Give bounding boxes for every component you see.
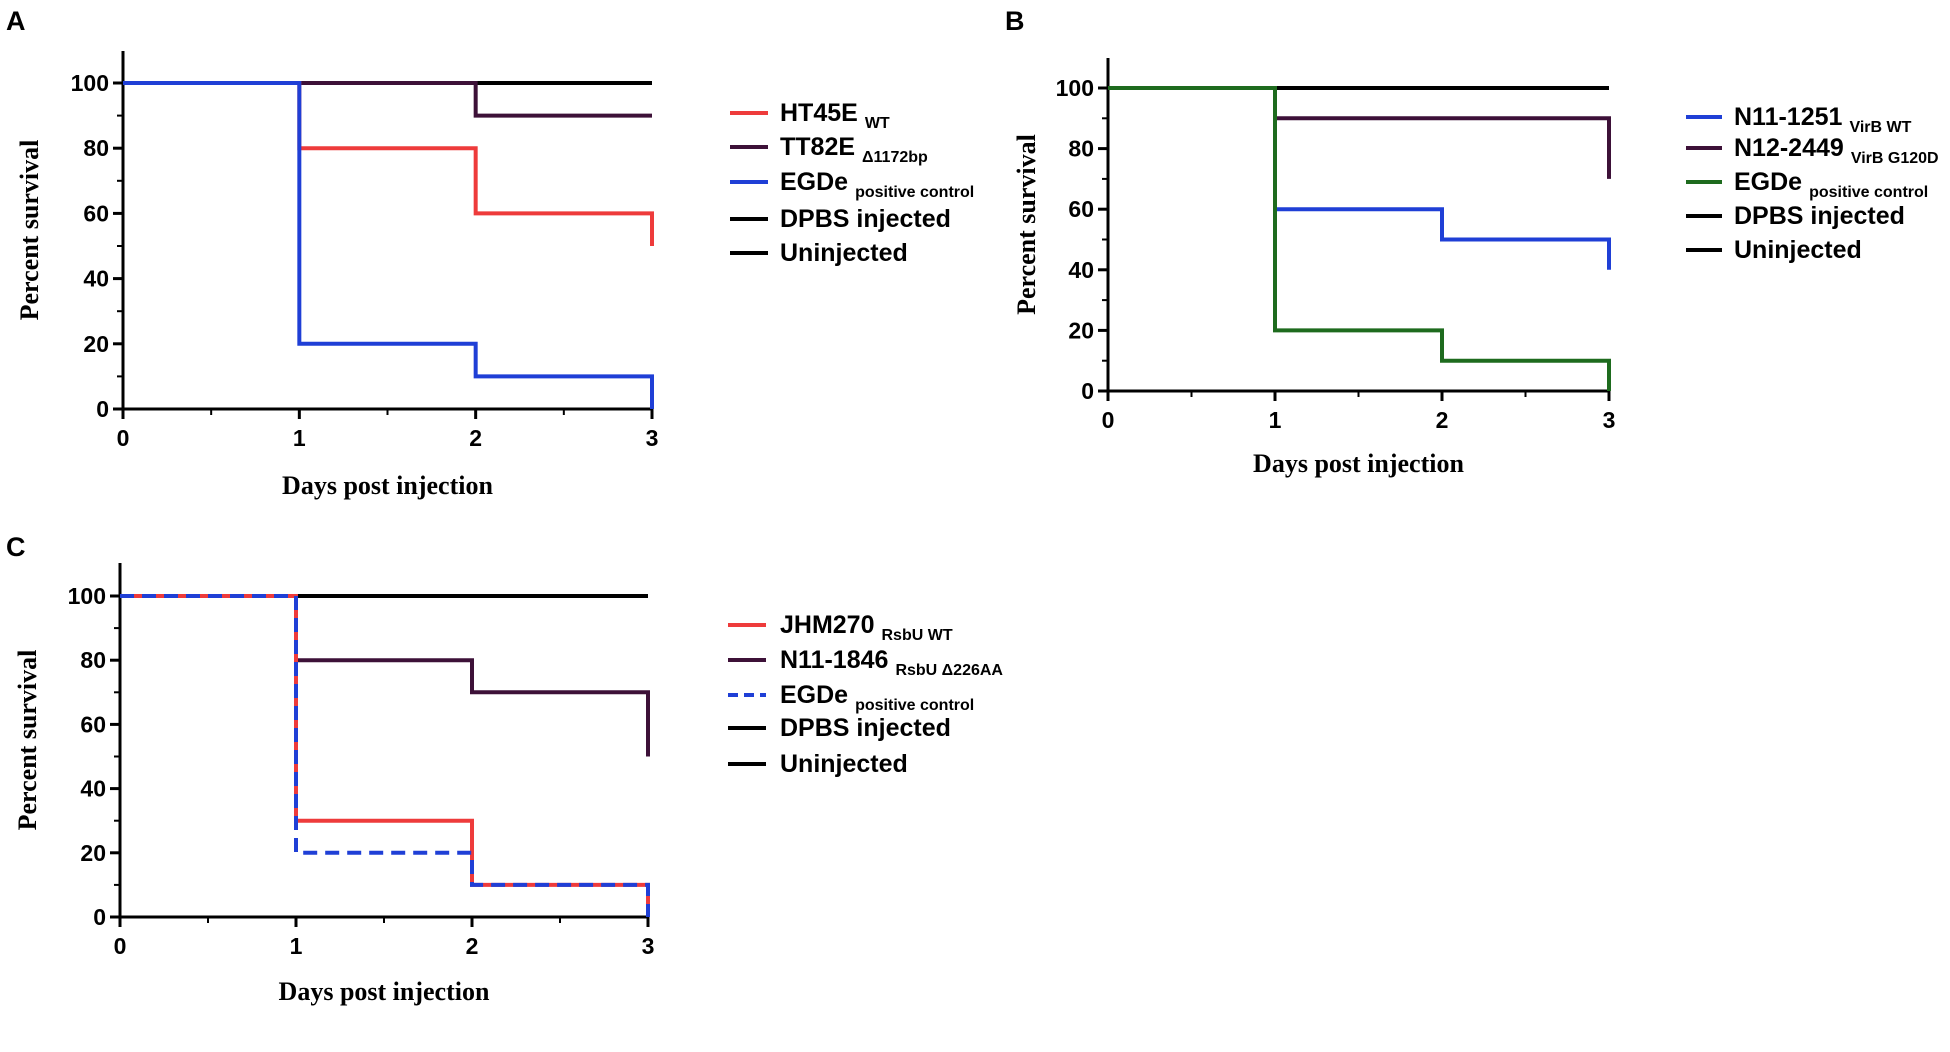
x-tick-label: 0: [1102, 407, 1115, 433]
legend-label-name: TT82E: [780, 133, 855, 161]
x-tick-label: 2: [469, 425, 482, 451]
legend-label-subscript: Δ1172bp: [862, 149, 928, 166]
legend-label-subscript: RsbU WT: [882, 627, 953, 644]
x-axis-title: Days post injection: [1253, 449, 1464, 478]
legend-label: N11-1846 RsbU Δ226AA: [780, 646, 1003, 679]
legend-label: N11-1251 VirB WT: [1734, 103, 1912, 136]
legend: JHM270 RsbU WT N11-1846 RsbU Δ226AA EGDe posi…: [728, 611, 1003, 778]
legend-label: DPBS injected: [780, 205, 951, 233]
legend-label-name: N12-2449: [1734, 134, 1844, 162]
panel-b: B 0 20 40 60 80 100 0 1 2 3 Days post injection Perc…: [1005, 6, 1939, 478]
legend-label-subscript: positive control: [1809, 184, 1928, 201]
y-tick-label: 0: [93, 904, 106, 930]
legend-label-name: DPBS injected: [1734, 202, 1905, 230]
y-tick-label: 20: [83, 331, 109, 357]
y-tick-label: 100: [71, 70, 109, 96]
series-line-tt82e: [123, 81, 652, 118]
y-axis-title: Percent survival: [15, 140, 44, 321]
legend-label-name: EGDe: [1734, 168, 1802, 196]
legend-label-name: Uninjected: [780, 239, 908, 267]
legend-label-name: EGDe: [780, 681, 848, 709]
x-tick-label: 2: [1436, 407, 1449, 433]
legend-label-name: EGDe: [780, 168, 848, 196]
y-tick-label: 60: [83, 200, 109, 226]
panel-letter: A: [6, 6, 26, 36]
x-tick-label: 0: [114, 933, 127, 959]
legend-label-subscript: positive control: [855, 697, 974, 714]
series-line-ht45e: [123, 81, 654, 246]
x-tick-label: 1: [1269, 407, 1282, 433]
y-tick-label: 80: [83, 135, 109, 161]
y-tick-label: 100: [68, 583, 106, 609]
y-tick-label: 0: [96, 396, 109, 422]
series-line-n11-1846: [120, 594, 650, 757]
legend-label: DPBS injected: [780, 714, 951, 742]
series-line-egde: [123, 81, 654, 409]
legend: N11-1251 VirB WT N12-2449 VirB G120D EGDe pos…: [1686, 103, 1939, 264]
legend-label: DPBS injected: [1734, 202, 1905, 230]
legend-label-subscript: VirB G120D: [1851, 150, 1939, 167]
legend-label-subscript: positive control: [855, 184, 974, 201]
y-tick-label: 100: [1056, 75, 1094, 101]
legend-label: EGDe positive control: [780, 168, 974, 201]
series-line-n12-2449: [1108, 86, 1611, 179]
legend-label: HT45E WT: [780, 99, 890, 132]
legend-label-name: Uninjected: [780, 750, 908, 778]
legend-label-name: JHM270: [780, 611, 875, 639]
series-line-egde: [120, 594, 650, 917]
series-line-egde: [1108, 86, 1611, 391]
x-tick-label: 3: [1603, 407, 1616, 433]
legend-label: TT82E Δ1172bp: [780, 133, 928, 166]
legend-label: N12-2449 VirB G120D: [1734, 134, 1939, 167]
legend-label-name: DPBS injected: [780, 205, 951, 233]
legend-label: EGDe positive control: [780, 681, 974, 714]
x-axis-title: Days post injection: [279, 977, 490, 1006]
y-axis-title: Percent survival: [1012, 134, 1041, 315]
legend-label: JHM270 RsbU WT: [780, 611, 953, 644]
y-tick-label: 60: [1068, 196, 1094, 222]
legend-label: EGDe positive control: [1734, 168, 1928, 201]
x-tick-label: 1: [290, 933, 303, 959]
x-tick-label: 3: [642, 933, 655, 959]
y-tick-label: 20: [80, 840, 106, 866]
panel-letter: C: [6, 532, 26, 562]
y-tick-label: 20: [1068, 317, 1094, 343]
y-axis-title: Percent survival: [13, 650, 42, 831]
legend-label-subscript: WT: [865, 115, 890, 132]
legend-label-subscript: VirB WT: [1849, 119, 1911, 136]
y-tick-label: 80: [80, 647, 106, 673]
legend-label: Uninjected: [1734, 236, 1862, 264]
x-tick-label: 0: [117, 425, 130, 451]
legend-label-name: N11-1846: [780, 646, 888, 674]
y-tick-label: 40: [1068, 257, 1094, 283]
panel-c: C 0 20 40 60 80 100 0 1 2 3 Days post injection Perc…: [6, 532, 1003, 1006]
y-tick-label: 80: [1068, 136, 1094, 162]
legend-label: Uninjected: [780, 239, 908, 267]
x-tick-label: 1: [293, 425, 306, 451]
x-tick-label: 2: [466, 933, 479, 959]
legend-label-name: N11-1251: [1734, 103, 1843, 131]
panel-a: A 0 20 40 60 80 100 0 1 2 3 Days post injection Perc…: [6, 6, 974, 500]
legend: HT45E WT TT82E Δ1172bp EGDe positive control D…: [730, 99, 974, 267]
x-axis-title: Days post injection: [282, 471, 493, 500]
series-line-jhm270: [120, 594, 650, 917]
y-tick-label: 0: [1081, 378, 1094, 404]
y-tick-label: 40: [80, 776, 106, 802]
legend-label-name: Uninjected: [1734, 236, 1862, 264]
x-tick-label: 3: [646, 425, 659, 451]
legend-label-name: HT45E: [780, 99, 858, 127]
y-tick-label: 40: [83, 266, 109, 292]
panel-letter: B: [1005, 6, 1025, 36]
legend-label-name: DPBS injected: [780, 714, 951, 742]
series-line-n11-1251: [1108, 86, 1611, 270]
y-tick-label: 60: [80, 711, 106, 737]
legend-label-subscript: RsbU Δ226AA: [895, 662, 1003, 679]
legend-label: Uninjected: [780, 750, 908, 778]
